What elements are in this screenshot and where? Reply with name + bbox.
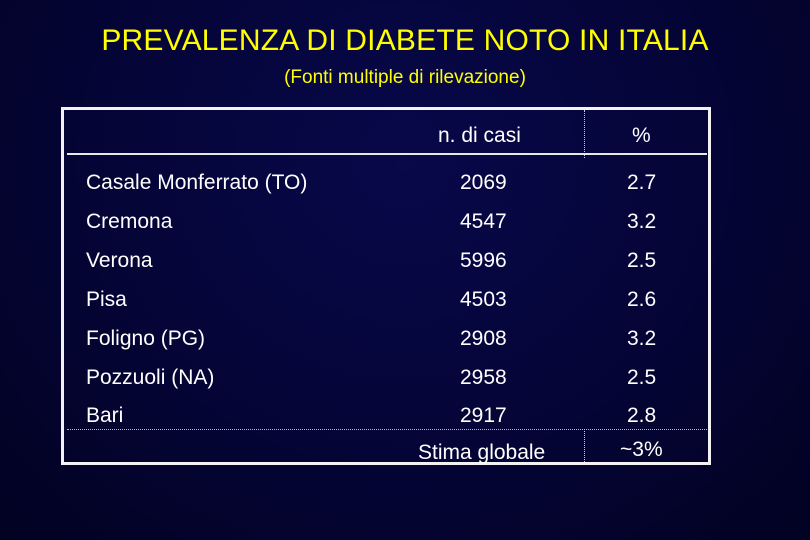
table-row-percent: 2.7 <box>627 171 657 194</box>
slide-title: PREVALENZA DI DIABETE NOTO IN ITALIA <box>101 24 709 57</box>
table-row-cases: 2958 <box>460 366 507 389</box>
column-header-cases: n. di casi <box>438 124 521 147</box>
table-row-percent: 2.5 <box>627 366 657 389</box>
summary-value: ~3% <box>620 438 663 461</box>
table-row-percent: 3.2 <box>627 327 657 350</box>
table-row-cases: 5996 <box>460 249 507 272</box>
table-row-location: Bari <box>86 404 124 427</box>
column-header-percent: % <box>632 124 651 147</box>
table-row-location: Cremona <box>86 210 173 233</box>
table-row-location: Verona <box>86 249 153 272</box>
prevalence-table: n. di casi % Casale Monferrato (TO) 2069… <box>61 107 711 465</box>
table-row-cases: 2917 <box>460 404 507 427</box>
table-row-cases: 4547 <box>460 210 507 233</box>
table-row-location: Foligno (PG) <box>86 327 206 350</box>
slide-subtitle: (Fonti multiple di rilevazione) <box>284 67 526 88</box>
column-divider <box>584 429 585 462</box>
summary-label: Stima globale <box>418 441 546 464</box>
table-row-location: Pozzuoli (NA) <box>86 366 215 389</box>
header-divider <box>67 153 707 155</box>
table-row-percent: 2.8 <box>627 404 657 427</box>
table-row-percent: 2.6 <box>627 288 657 311</box>
table-row-cases: 2908 <box>460 327 507 350</box>
summary-divider <box>67 429 707 430</box>
table-row-cases: 2069 <box>460 171 507 194</box>
table-row-percent: 3.2 <box>627 210 657 233</box>
table-row-cases: 4503 <box>460 288 507 311</box>
table-row-location: Casale Monferrato (TO) <box>86 171 308 194</box>
table-row-location: Pisa <box>86 288 127 311</box>
table-row-percent: 2.5 <box>627 249 657 272</box>
column-divider <box>584 110 585 158</box>
